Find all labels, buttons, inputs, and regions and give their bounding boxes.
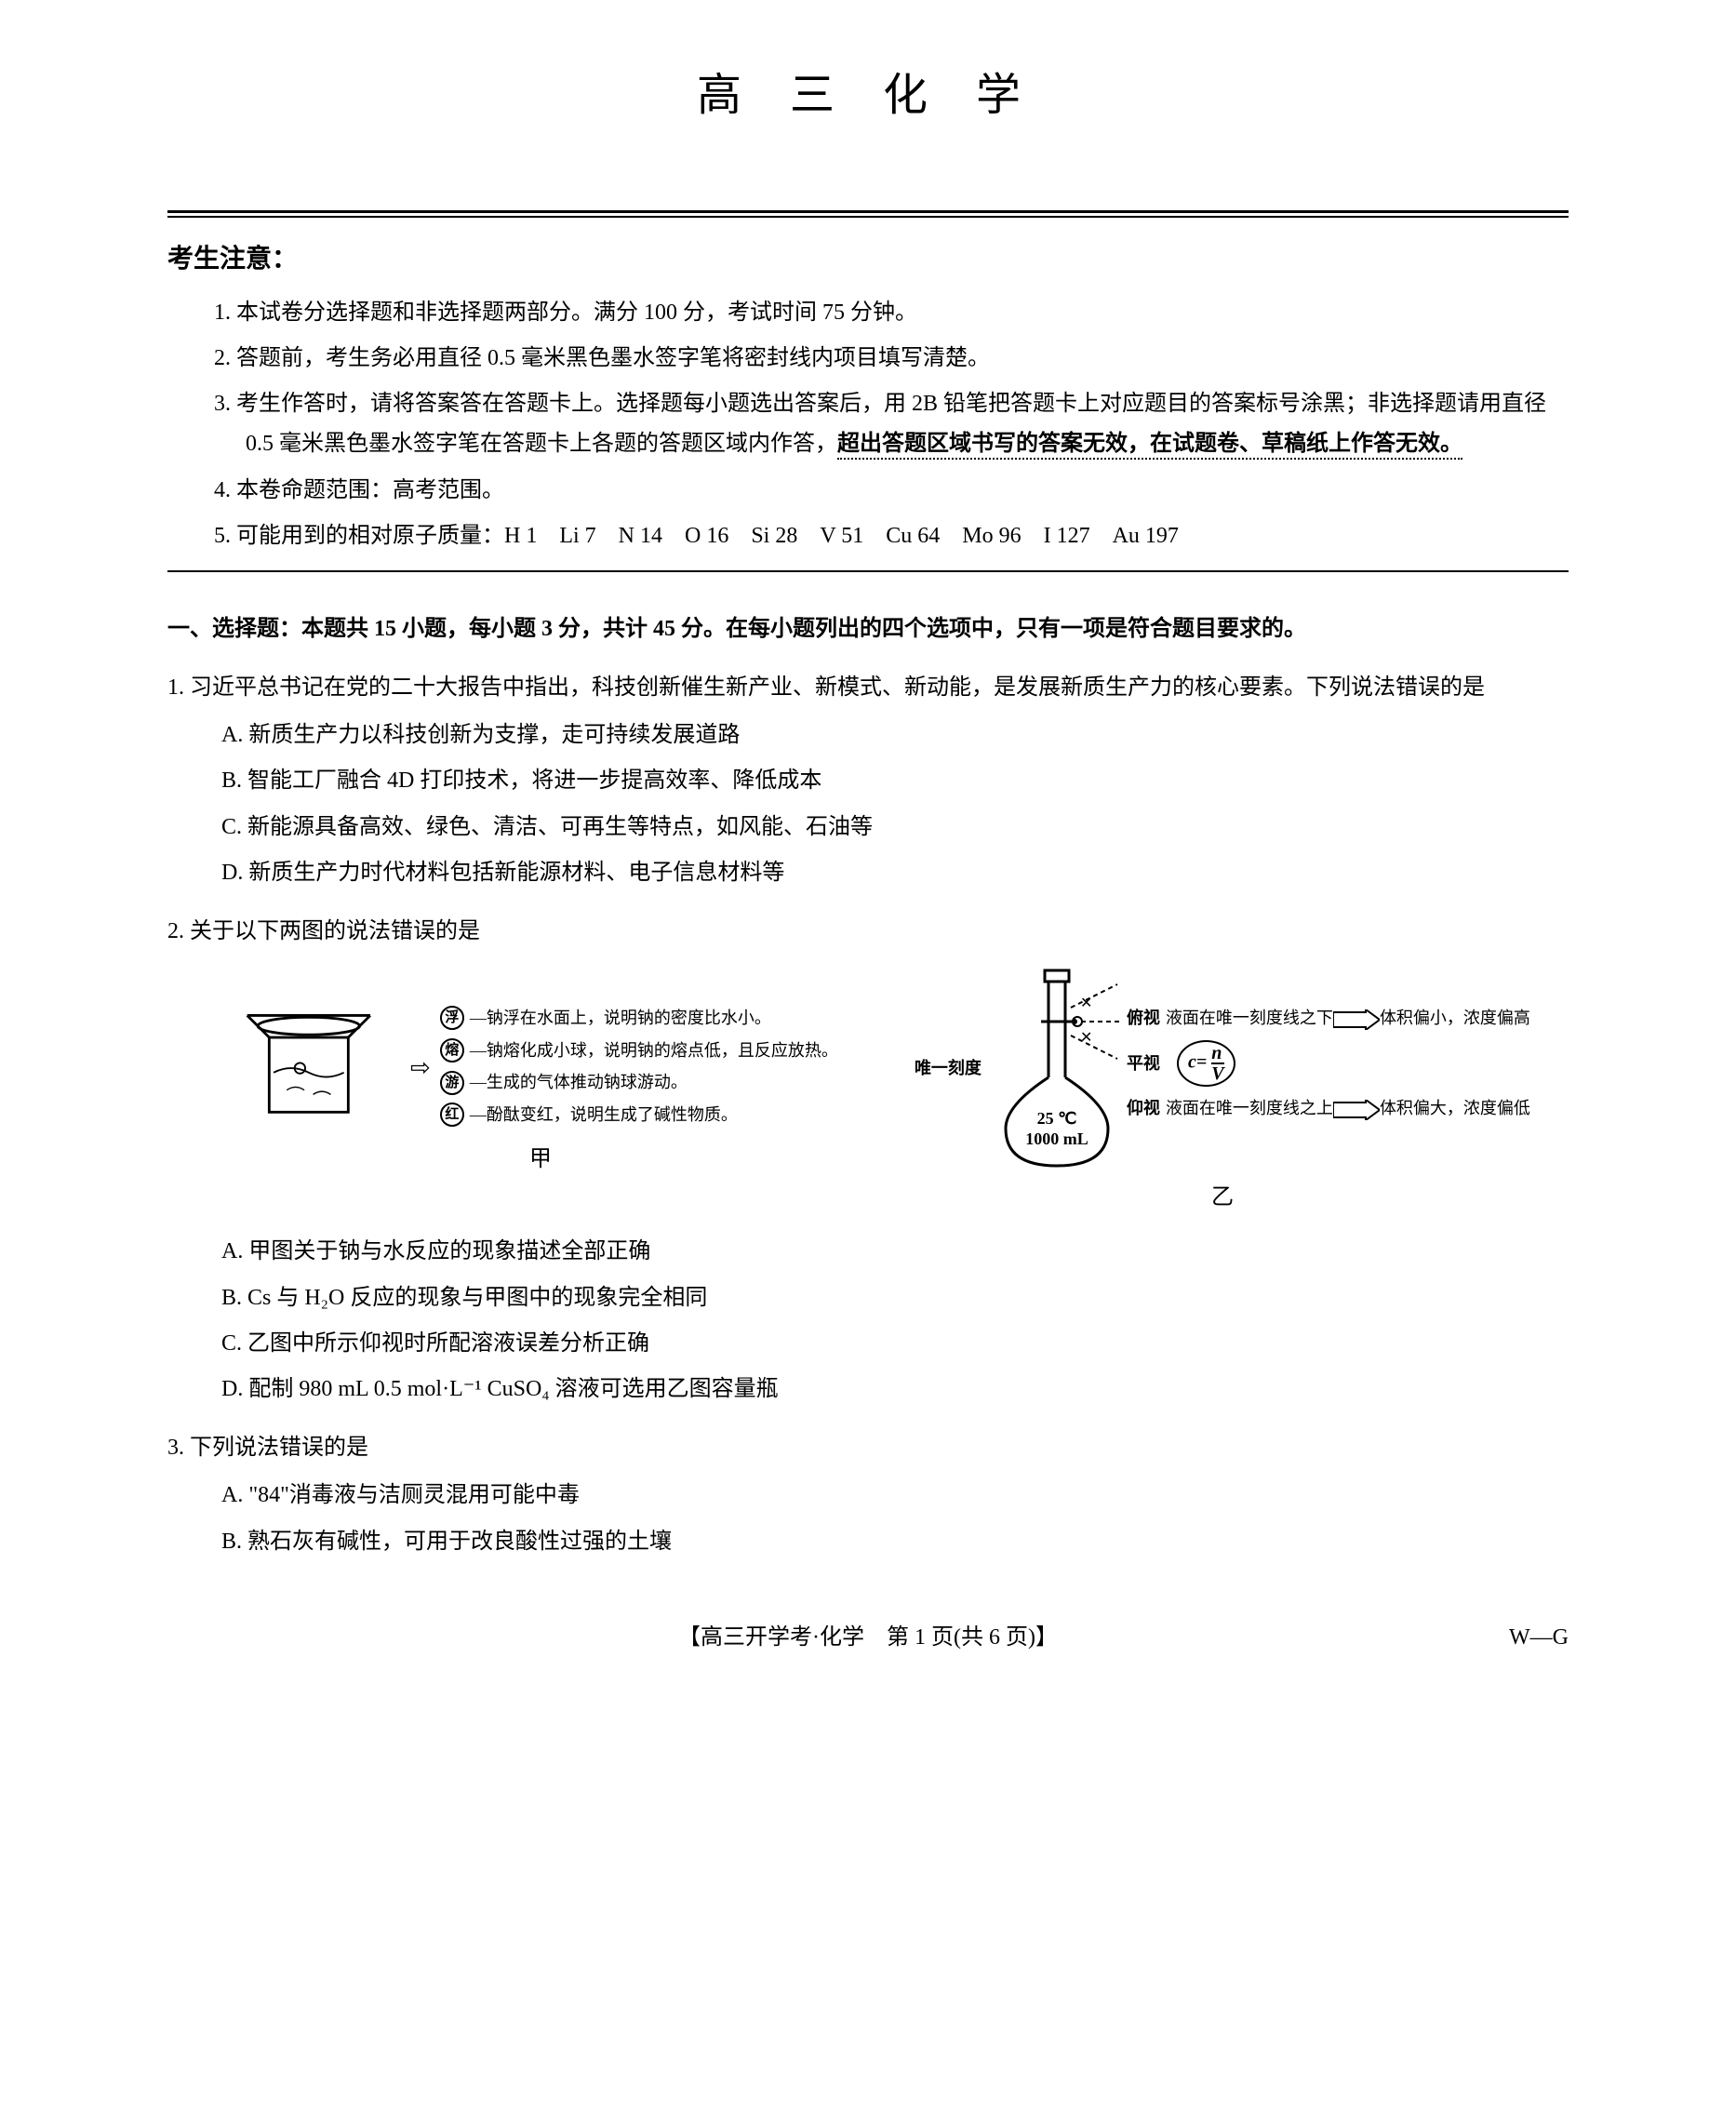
arrow-icon	[1333, 1096, 1380, 1121]
notice-list: 1. 本试卷分选择题和非选择题两部分。满分 100 分，考试时间 75 分钟。 …	[167, 293, 1569, 556]
option-c: C. 乙图中所示仰视时所配溶液误差分析正确	[221, 1324, 1569, 1364]
callout-text: 钠浮在水面上，说明钠的密度比水小。	[487, 1004, 771, 1033]
question-stem: 3. 下列说法错误的是	[167, 1428, 1569, 1468]
svg-text:✕: ✕	[1080, 996, 1092, 1011]
callout-tag: 熔	[440, 1038, 464, 1062]
footer-code: W—G	[1509, 1618, 1569, 1658]
view-label: 平视	[1127, 1051, 1166, 1076]
option-d: D. 新质生产力时代材料包括新能源材料、电子信息材料等	[221, 853, 1569, 893]
figure-label: 甲	[243, 1140, 838, 1180]
question-3: 3. 下列说法错误的是 A. "84"消毒液与洁厕灵混用可能中毒 B. 熟石灰有…	[167, 1428, 1569, 1562]
figures-row: ⇨ 浮—钠浮在水面上，说明钠的密度比水小。 熔—钠熔化成小球，说明钠的熔点低，且…	[167, 966, 1569, 1218]
view-result: 体积偏小，浓度偏高	[1380, 1006, 1530, 1031]
callout-tag: 红	[440, 1103, 464, 1127]
option-a: A. 甲图关于钠与水反应的现象描述全部正确	[221, 1232, 1569, 1272]
callout-text: 生成的气体推动钠球游动。	[487, 1068, 688, 1097]
callouts-yi: 俯视 液面在唯一刻度线之下 体积偏小，浓度偏高 平视 c= nV 仰视 液面在唯…	[1127, 1006, 1530, 1130]
option-a: A. 新质生产力以科技创新为支撑，走可持续发展道路	[221, 715, 1569, 755]
figure-jia: ⇨ 浮—钠浮在水面上，说明钠的密度比水小。 熔—钠熔化成小球，说明钠的熔点低，且…	[243, 1004, 838, 1181]
callout-tag: 浮	[440, 1006, 464, 1030]
flask-icon: 25 ℃ 1000 mL ✕ ✕	[987, 966, 1127, 1170]
callout-text: 酚酞变红，说明生成了碱性物质。	[487, 1101, 738, 1129]
beaker-icon	[243, 1007, 401, 1129]
option-c: C. 新能源具备高效、绿色、清洁、可再生等特点，如风能、石油等	[221, 808, 1569, 848]
notice-item: 1. 本试卷分选择题和非选择题两部分。满分 100 分，考试时间 75 分钟。	[214, 293, 1569, 333]
question-1: 1. 习近平总书记在党的二十大报告中指出，科技创新催生新产业、新模式、新动能，是…	[167, 668, 1569, 893]
option-d: D. 配制 980 mL 0.5 mol·L⁻¹ CuSO₄ 溶液可选用乙图容量…	[221, 1370, 1569, 1410]
svg-text:25 ℃: 25 ℃	[1037, 1109, 1077, 1128]
svg-text:1000 mL: 1000 mL	[1025, 1129, 1088, 1148]
notice-item: 5. 可能用到的相对原子质量：H 1 Li 7 N 14 O 16 Si 28 …	[214, 516, 1569, 556]
question-stem: 2. 关于以下两图的说法错误的是	[167, 912, 1569, 952]
formula-oval: c= nV	[1177, 1040, 1235, 1087]
option-b: B. 智能工厂融合 4D 打印技术，将进一步提高效率、降低成本	[221, 761, 1569, 801]
view-label: 仰视	[1127, 1096, 1166, 1121]
callout-tag: 游	[440, 1071, 464, 1095]
question-2: 2. 关于以下两图的说法错误的是 ⇨	[167, 912, 1569, 1410]
figure-yi: 唯一刻度 25 ℃ 1000 mL ✕ ✕	[915, 966, 1530, 1218]
callout-text: 钠熔化成小球，说明钠的熔点低，且反应放热。	[487, 1036, 838, 1065]
question-stem: 1. 习近平总书记在党的二十大报告中指出，科技创新催生新产业、新模式、新动能，是…	[167, 668, 1569, 708]
option-b: B. 熟石灰有碱性，可用于改良酸性过强的土壤	[221, 1522, 1569, 1562]
page-title: 高 三 化 学	[167, 56, 1569, 136]
question-options: A. "84"消毒液与洁厕灵混用可能中毒 B. 熟石灰有碱性，可用于改良酸性过强…	[167, 1476, 1569, 1561]
notice-item: 2. 答题前，考生务必用直径 0.5 毫米黑色墨水签字笔将密封线内项目填写清楚。	[214, 339, 1569, 379]
notice-item: 4. 本卷命题范围：高考范围。	[214, 471, 1569, 511]
single-scale-label: 唯一刻度	[915, 1053, 982, 1083]
page-footer: 【高三开学考·化学 第 1 页(共 6 页)】 W—G	[167, 1618, 1569, 1658]
question-options: A. 新质生产力以科技创新为支撑，走可持续发展道路 B. 智能工厂融合 4D 打…	[167, 715, 1569, 893]
figure-label: 乙	[915, 1178, 1530, 1218]
view-label: 俯视	[1127, 1006, 1166, 1031]
section-heading: 一、选择题：本题共 15 小题，每小题 3 分，共计 45 分。在每小题列出的四…	[167, 609, 1569, 649]
question-options: A. 甲图关于钠与水反应的现象描述全部正确 B. Cs 与 H₂O 反应的现象与…	[167, 1232, 1569, 1410]
view-desc: 液面在唯一刻度线之下	[1166, 1006, 1333, 1031]
notice-heading: 考生注意：	[167, 236, 1569, 283]
top-double-rule	[167, 210, 1569, 218]
callouts-jia: 浮—钠浮在水面上，说明钠的密度比水小。 熔—钠熔化成小球，说明钠的熔点低，且反应…	[440, 1004, 838, 1132]
option-b: B. Cs 与 H₂O 反应的现象与甲图中的现象完全相同	[221, 1278, 1569, 1318]
option-a: A. "84"消毒液与洁厕灵混用可能中毒	[221, 1476, 1569, 1516]
view-result: 体积偏大，浓度偏低	[1380, 1096, 1530, 1121]
notice-item: 3. 考生作答时，请将答案答在答题卡上。选择题每小题选出答案后，用 2B 铅笔把…	[214, 384, 1569, 464]
bottom-rule	[167, 570, 1569, 572]
view-desc: 液面在唯一刻度线之上	[1166, 1096, 1333, 1121]
notice-emphasis: 超出答题区域书写的答案无效，在试题卷、草稿纸上作答无效。	[837, 432, 1462, 460]
svg-text:✕: ✕	[1080, 1030, 1092, 1046]
arrow-icon	[1333, 1006, 1380, 1031]
footer-center: 【高三开学考·化学 第 1 页(共 6 页)】	[678, 1625, 1058, 1650]
arrow-icon: ⇨	[410, 1047, 431, 1090]
